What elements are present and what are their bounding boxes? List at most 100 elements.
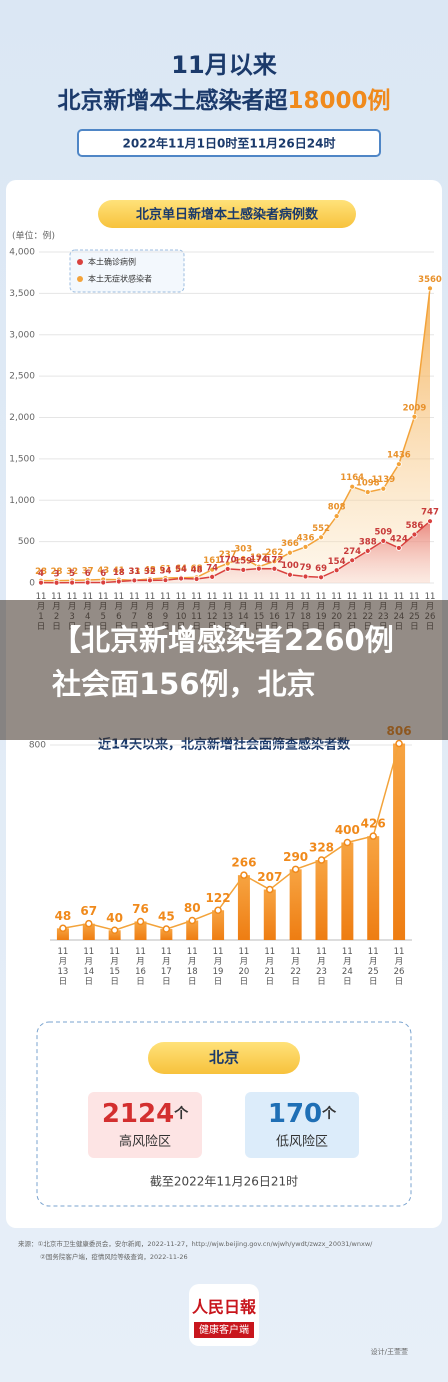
data-label: 68 [191, 564, 203, 574]
data-label: 161 [203, 556, 221, 566]
point [333, 513, 340, 520]
data-label: 40 [106, 911, 123, 925]
high-count: 2124 [102, 1099, 174, 1129]
data-label: 5 [69, 569, 75, 579]
data-label: 808 [328, 503, 346, 513]
point [302, 573, 309, 580]
point [224, 560, 231, 567]
point [214, 906, 222, 915]
data-label: 366 [281, 539, 299, 549]
point [364, 547, 371, 554]
overlay-title: 【北京新增感染者2260例社会面156例，北京 [52, 623, 394, 701]
x-tick-label: 11月22日 [290, 947, 302, 987]
y-tick-label: 800 [29, 741, 46, 751]
bar [367, 836, 380, 940]
bar [341, 842, 354, 940]
point [255, 565, 262, 572]
summary-title: 北京 [209, 1049, 239, 1067]
data-label: 18 [113, 568, 125, 578]
data-label: 28 [35, 567, 47, 577]
data-label: 100 [281, 561, 299, 571]
point [240, 871, 248, 879]
data-label: 61 [160, 564, 172, 574]
data-label: 45 [158, 910, 175, 924]
x-tick-label: 11月23日 [316, 947, 327, 987]
bar [393, 743, 406, 940]
point [115, 578, 122, 585]
bar [82, 923, 95, 940]
low-risk-box [245, 1092, 359, 1158]
data-label: 4 [38, 569, 44, 579]
point [38, 579, 44, 586]
data-label: 48 [191, 566, 203, 576]
period-box [77, 129, 381, 157]
point [287, 571, 293, 578]
x-tick-label: 11月17日 [160, 947, 172, 987]
data-label: 2009 [403, 403, 427, 413]
x-tick-label: 11月18日 [186, 947, 198, 987]
x-tick-label: 11月14日 [83, 947, 95, 987]
data-label: 1164 [340, 473, 364, 483]
data-label: 74 [206, 563, 218, 573]
point [395, 461, 402, 468]
data-label: 170 [219, 555, 237, 565]
data-label: 33 [128, 567, 140, 577]
data-label: 586 [406, 521, 424, 531]
point [100, 579, 107, 586]
x-tick-label: 11月26日 [393, 947, 405, 987]
y-tick-label: 3,500 [9, 289, 35, 299]
point [162, 925, 171, 933]
credit: 设计/王萱萱 [371, 1347, 408, 1356]
headline-highlight: 18000例 [287, 88, 390, 114]
data-label: 197 [250, 553, 268, 563]
x-tick-label: 11月16日 [135, 947, 146, 987]
bar [186, 920, 199, 940]
data-label: 552 [312, 524, 330, 534]
point [317, 856, 326, 864]
data-label: 69 [315, 564, 327, 574]
bar [212, 910, 225, 940]
point [287, 549, 293, 556]
high-risk: 2124个 [102, 1099, 189, 1129]
data-label: 79 [300, 563, 312, 573]
data-label: 747 [421, 508, 439, 518]
point [162, 577, 169, 584]
data-label: 290 [283, 850, 308, 864]
data-label: 80 [184, 901, 201, 915]
data-label: 262 [266, 548, 284, 558]
source: ②国务院客户端，疫情风险等级查询，2022-11-26 [40, 1252, 188, 1261]
logo-name: 人民日報 [192, 1298, 257, 1317]
area [41, 521, 430, 583]
data-label: 159 [234, 556, 252, 566]
data-label: 122 [206, 891, 231, 905]
source: 来源：①北京市卫生健康委员会，安尔新闻，2022-11-27，http://wj… [18, 1239, 373, 1248]
low-risk: 170个 [268, 1099, 337, 1129]
high-unit: 个 [173, 1105, 189, 1122]
point [318, 574, 324, 581]
data-label: 436 [297, 533, 315, 543]
point [209, 573, 216, 580]
point [147, 577, 153, 584]
point [59, 924, 67, 933]
point [178, 575, 184, 582]
point [427, 518, 433, 525]
point [240, 566, 247, 573]
data-label: 41 [113, 566, 125, 576]
data-label: 48 [144, 566, 156, 576]
data-label: 3 [54, 569, 60, 579]
low-label: 低风险区 [276, 1135, 328, 1150]
data-label: 28 [51, 567, 63, 577]
data-label: 388 [359, 537, 377, 547]
data-label: 172 [266, 555, 284, 565]
point [224, 566, 231, 572]
point [193, 576, 200, 582]
data-label: 426 [361, 817, 386, 831]
point [395, 545, 402, 551]
data-label: 37 [82, 566, 94, 576]
y-tick-label: 3,000 [9, 330, 35, 340]
as-of: 截至2022年11月26日21时 [150, 1175, 298, 1189]
chart-title: 北京单日新增本土感染者病例数 [136, 207, 319, 223]
low-unit: 个 [321, 1105, 337, 1122]
data-label: 48 [55, 909, 72, 923]
y-tick-label: 1,500 [9, 454, 35, 464]
